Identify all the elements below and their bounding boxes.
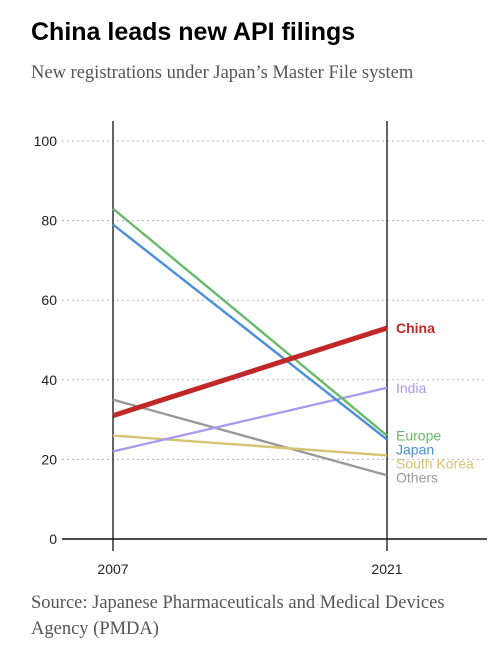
x-tick-label: 2007 xyxy=(97,561,128,577)
series-line-japan xyxy=(112,223,388,441)
series-label-others: Others xyxy=(396,470,438,486)
y-tick-label: 20 xyxy=(41,451,57,467)
chart-source: Source: Japanese Pharmaceuticals and Med… xyxy=(31,593,445,639)
axes: 0 20 40 60 80 100 2007 2021 xyxy=(34,121,487,577)
y-tick-label: 100 xyxy=(34,133,58,149)
y-tick-label: 40 xyxy=(41,372,57,388)
series-line-china xyxy=(112,325,388,419)
series-line-europe xyxy=(112,207,388,437)
series-line-india xyxy=(112,386,388,453)
y-tick-label: 80 xyxy=(41,213,57,229)
chart-subtitle: New registrations under Japan’s Master F… xyxy=(31,63,414,83)
series-label-europe: Europe xyxy=(396,428,441,444)
y-tick-label: 60 xyxy=(41,292,57,308)
series-label-japan: Japan xyxy=(396,442,434,458)
series-label-south-korea: South Korea xyxy=(396,456,474,472)
y-tick-label: 0 xyxy=(49,531,57,547)
gridlines xyxy=(62,140,487,460)
series-label-india: India xyxy=(396,380,427,396)
series-lines xyxy=(112,207,388,477)
series-line-others xyxy=(112,398,388,477)
series-line-south-korea xyxy=(112,434,388,457)
x-tick-label: 2021 xyxy=(371,561,402,577)
chart-title: China leads new API filings xyxy=(31,18,356,46)
series-label-china: China xyxy=(396,320,435,336)
